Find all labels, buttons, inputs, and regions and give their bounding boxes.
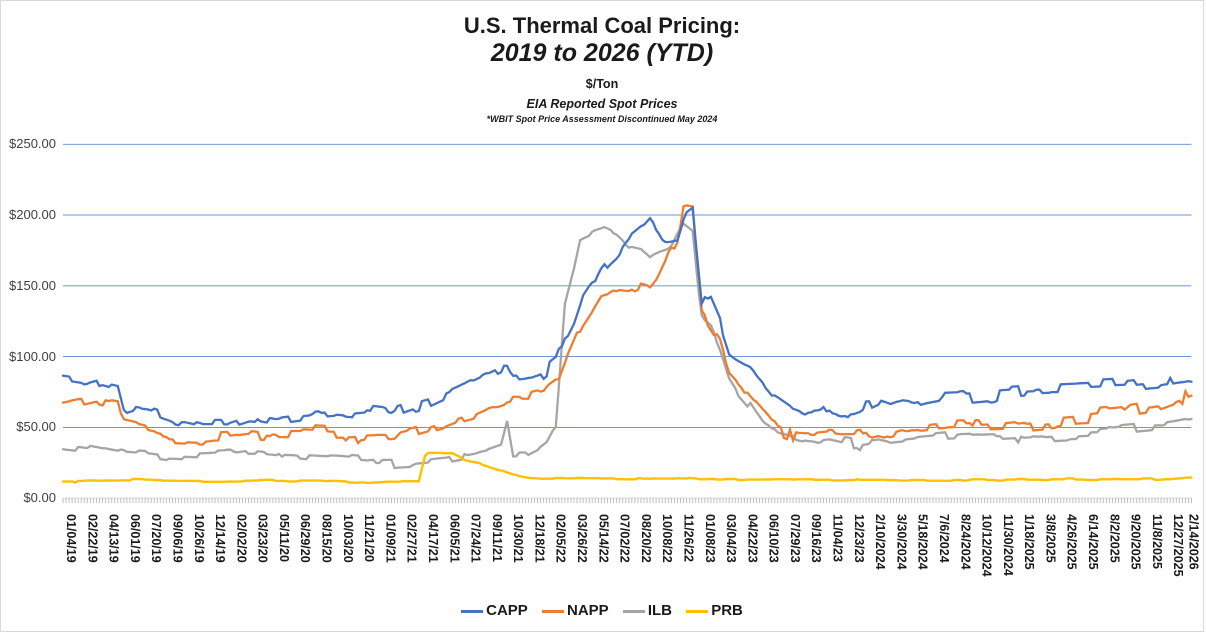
svg-text:01/09/21: 01/09/21 — [383, 514, 397, 563]
svg-text:04/22/23: 04/22/23 — [745, 514, 759, 563]
svg-text:11/21/20: 11/21/20 — [362, 514, 376, 562]
svg-text:6/14/2025: 6/14/2025 — [1086, 514, 1100, 570]
svg-text:06/05/21: 06/05/21 — [447, 514, 461, 563]
svg-text:10/30/21: 10/30/21 — [511, 514, 525, 563]
svg-text:10/26/19: 10/26/19 — [192, 514, 206, 563]
svg-text:2/14/2026: 2/14/2026 — [1187, 514, 1201, 570]
svg-text:07/02/22: 07/02/22 — [618, 514, 632, 563]
svg-text:06/10/23: 06/10/23 — [767, 514, 781, 563]
svg-text:9/20/2025: 9/20/2025 — [1129, 514, 1143, 570]
svg-text:1/18/2025: 1/18/2025 — [1022, 514, 1036, 570]
svg-text:05/14/22: 05/14/22 — [596, 514, 610, 563]
svg-text:5/18/2024: 5/18/2024 — [916, 514, 930, 570]
svg-text:02/22/19: 02/22/19 — [85, 514, 99, 563]
svg-text:02/02/20: 02/02/20 — [234, 514, 248, 563]
svg-text:11/8/2025: 11/8/2025 — [1150, 514, 1164, 569]
svg-text:03/26/22: 03/26/22 — [575, 514, 589, 563]
svg-text:01/08/23: 01/08/23 — [703, 514, 717, 563]
svg-text:8/24/2024: 8/24/2024 — [958, 514, 972, 570]
svg-text:10/12/2024: 10/12/2024 — [980, 514, 994, 577]
svg-text:2/10/2024: 2/10/2024 — [873, 514, 887, 570]
svg-text:09/16/23: 09/16/23 — [809, 514, 823, 563]
svg-text:06/01/19: 06/01/19 — [128, 514, 142, 563]
svg-text:3/8/2025: 3/8/2025 — [1043, 514, 1057, 563]
svg-text:11/26/22: 11/26/22 — [681, 514, 695, 562]
svg-text:01/04/19: 01/04/19 — [64, 514, 78, 563]
svg-text:08/20/22: 08/20/22 — [639, 514, 653, 563]
svg-text:04/17/21: 04/17/21 — [426, 514, 440, 563]
svg-text:06/29/20: 06/29/20 — [298, 514, 312, 563]
svg-text:04/13/19: 04/13/19 — [107, 514, 121, 563]
svg-text:12/27/2025: 12/27/2025 — [1171, 514, 1185, 577]
svg-text:07/29/23: 07/29/23 — [788, 514, 802, 563]
svg-text:10/03/20: 10/03/20 — [341, 514, 355, 563]
svg-text:12/18/21: 12/18/21 — [532, 514, 546, 563]
svg-text:3/30/2024: 3/30/2024 — [894, 514, 908, 570]
svg-text:11/04/23: 11/04/23 — [831, 514, 845, 562]
svg-text:07/24/21: 07/24/21 — [469, 514, 483, 563]
svg-text:02/27/21: 02/27/21 — [405, 514, 419, 563]
svg-text:07/20/19: 07/20/19 — [149, 514, 163, 563]
svg-text:02/05/22: 02/05/22 — [554, 514, 568, 563]
svg-text:09/06/19: 09/06/19 — [170, 514, 184, 563]
svg-text:03/23/20: 03/23/20 — [256, 514, 270, 563]
svg-text:03/04/23: 03/04/23 — [724, 514, 738, 563]
svg-text:08/15/20: 08/15/20 — [320, 514, 334, 563]
svg-text:09/11/21: 09/11/21 — [490, 514, 504, 562]
svg-text:10/08/22: 10/08/22 — [660, 514, 674, 563]
svg-text:05/11/20: 05/11/20 — [277, 514, 291, 562]
svg-text:4/26/2025: 4/26/2025 — [1065, 514, 1079, 570]
svg-text:12/14/19: 12/14/19 — [213, 514, 227, 563]
svg-text:8/2/2025: 8/2/2025 — [1107, 514, 1121, 563]
svg-text:11/30/2024: 11/30/2024 — [1001, 514, 1015, 576]
svg-text:12/23/23: 12/23/23 — [852, 514, 866, 563]
svg-text:7/6/2024: 7/6/2024 — [937, 514, 951, 563]
